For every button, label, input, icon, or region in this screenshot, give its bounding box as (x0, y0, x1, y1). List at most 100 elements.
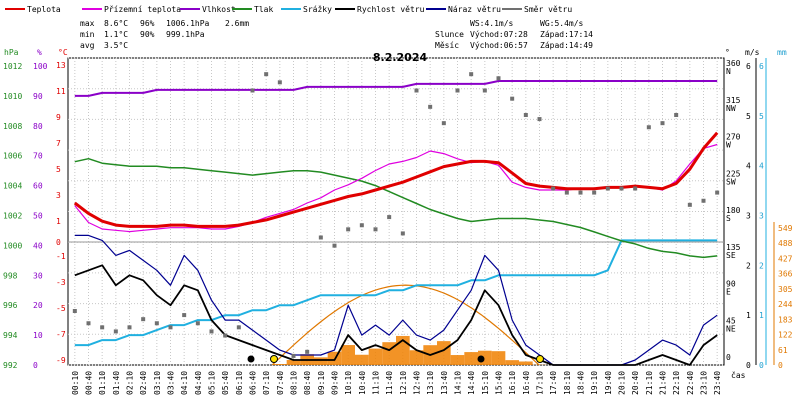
stats-pressure: 999.1hPa (166, 30, 205, 39)
solar-tick: 427 (778, 254, 793, 263)
wind-direction-point (564, 190, 569, 195)
pressure-tick: 1008 (3, 122, 22, 131)
solar-tick: 549 (778, 224, 793, 233)
stats-label: max (80, 19, 95, 28)
x-tick-label: 01:40 (112, 371, 121, 395)
x-axis-label: čas (731, 370, 746, 380)
x-tick-label: 07:10 (262, 371, 271, 395)
solar-bar (273, 364, 287, 365)
humidity-tick: 70 (33, 152, 43, 161)
wind-direction-point (414, 88, 419, 93)
x-tick-label: 05:10 (208, 371, 217, 395)
series-precipitation (74, 239, 718, 347)
wind-speed-tick: 1 (746, 311, 751, 320)
series-wind-speed (74, 264, 718, 366)
stats-pressure: 1006.1hPa (166, 19, 210, 28)
humidity-unit: % (37, 48, 42, 57)
solar-tick: 244 (778, 300, 793, 309)
pressure-tick: 1010 (3, 92, 22, 101)
info-sun-label: Slunce (435, 30, 464, 39)
stats-temp: 1.1°C (104, 30, 128, 39)
wind-direction-point (236, 325, 241, 330)
wind-direction-point (496, 76, 501, 81)
direction-tick: 225 (726, 169, 741, 178)
x-tick-label: 12:10 (399, 371, 408, 395)
x-tick-label: 14:10 (454, 371, 463, 395)
stats-humidity: 90% (140, 30, 155, 39)
wind-direction-point (674, 113, 679, 117)
x-tick-label: 05:40 (221, 371, 230, 395)
wind-direction-point (100, 325, 105, 330)
wind-direction-point (551, 186, 556, 191)
x-tick-label: 20:40 (631, 371, 640, 395)
wind-direction-point (127, 325, 132, 330)
x-tick-label: 08:10 (290, 371, 299, 395)
solar-tick: 488 (778, 239, 793, 248)
solar-tick: 0 (778, 361, 783, 370)
stats-temp: 3.5°C (104, 41, 128, 50)
solar-bar (286, 359, 301, 365)
x-tick-label: 04:10 (180, 371, 189, 395)
x-tick-label: 18:40 (577, 371, 586, 395)
solar-bar (314, 357, 328, 365)
sunrise-marker (270, 355, 278, 363)
wind-direction-point (291, 353, 296, 358)
x-tick-label: 01:10 (98, 371, 107, 395)
temperature-tick: 1 (56, 217, 61, 226)
solar-bar (505, 360, 519, 365)
x-tick-label: 06:10 (235, 371, 244, 395)
x-tick-label: 14:40 (467, 371, 476, 395)
stats-temp: 8.6°C (104, 19, 128, 28)
series-temperature (73, 131, 719, 228)
wind-direction-point (113, 329, 118, 334)
x-tick-label: 21:10 (645, 371, 654, 395)
direction-tick: 0 (726, 353, 731, 362)
series-pressure (74, 157, 718, 259)
direction-name: NE (726, 324, 736, 333)
direction-tick: 90 (726, 280, 736, 289)
solar-tick: 122 (778, 331, 793, 340)
wind-direction-point (305, 349, 310, 354)
wind-direction-point (168, 325, 173, 330)
wind-speed-tick: 4 (746, 162, 751, 171)
pressure-tick: 992 (3, 361, 18, 370)
wind-direction-point (619, 186, 624, 191)
wind-direction-point (332, 243, 337, 248)
x-tick-label: 23:40 (713, 371, 722, 395)
legend-label: Srážky (303, 5, 332, 14)
wind-direction-point (195, 321, 200, 326)
moonrise-marker (247, 355, 255, 363)
x-tick-label: 22:10 (672, 371, 681, 395)
wind-direction-point (537, 117, 542, 122)
solar-bar (450, 355, 465, 365)
direction-name: S (726, 214, 731, 223)
wind-direction-point (660, 121, 665, 126)
wind-speed-tick: 6 (746, 62, 751, 71)
solar-bar (409, 350, 424, 365)
x-tick-label: 19:40 (604, 371, 613, 395)
wind-direction-point (209, 329, 214, 334)
humidity-tick: 20 (33, 301, 43, 310)
x-tick-label: 03:10 (153, 371, 162, 395)
direction-name: W (726, 141, 731, 150)
chart-title: 8.2.2024 (373, 51, 428, 64)
precip-unit: mm (777, 48, 787, 57)
humidity-tick: 100 (33, 62, 48, 71)
wind-speed-tick: 2 (746, 261, 751, 270)
temperature-tick: -5 (56, 304, 66, 313)
temperature-tick: -3 (56, 278, 66, 287)
temperature-tick: 7 (56, 139, 61, 148)
x-tick-label: 23:10 (700, 371, 709, 395)
wind-direction-point (154, 321, 159, 326)
humidity-tick: 90 (33, 92, 43, 101)
wind-direction-point (264, 72, 269, 77)
x-tick-label: 16:40 (522, 371, 531, 395)
moonset-marker (477, 355, 485, 363)
direction-tick: 45 (726, 316, 736, 325)
x-tick-label: 13:10 (426, 371, 435, 395)
precip-tick: 0 (759, 361, 764, 370)
wind-direction-point (715, 190, 720, 195)
info-sunrise: Východ:07:28 (470, 30, 528, 39)
x-tick-label: 06:40 (249, 371, 258, 395)
stats-rain: 2.6mm (225, 19, 249, 28)
